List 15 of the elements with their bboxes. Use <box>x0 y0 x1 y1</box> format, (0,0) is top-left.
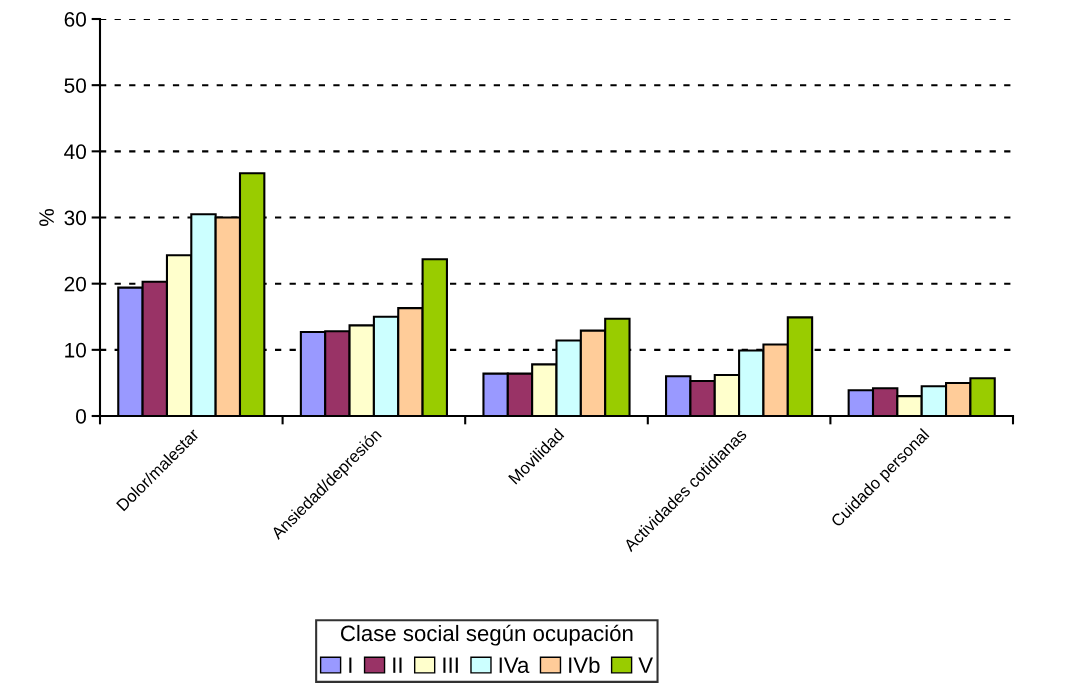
y-axis-title: % <box>39 208 54 227</box>
legend-label: III <box>443 657 458 673</box>
y-tick-label: 10 <box>65 342 86 358</box>
legend-label: I <box>349 657 352 673</box>
legend-label: IVa <box>499 657 530 674</box>
y-tick-label: 20 <box>64 276 86 292</box>
y-tick-label: 50 <box>64 78 86 93</box>
y-tick-label: 40 <box>64 144 86 160</box>
legend-label: IVb <box>569 656 600 674</box>
y-tick-label: 0 <box>76 409 86 424</box>
y-tick-label: 30 <box>64 210 86 226</box>
legend-label: II <box>393 657 402 673</box>
legend-title: Clase social según ocupación <box>340 624 633 646</box>
y-tick-label: 60 <box>64 12 86 27</box>
legend-label: V <box>638 657 653 673</box>
